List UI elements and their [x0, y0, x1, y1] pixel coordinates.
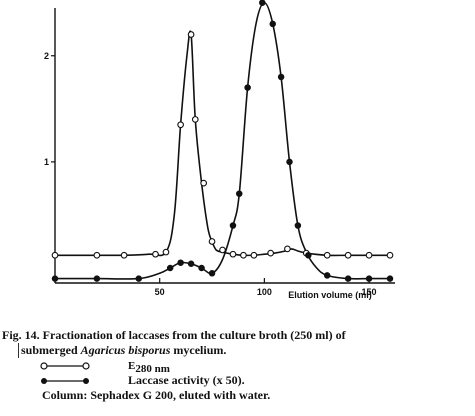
open-circle-point — [200, 179, 208, 187]
filled-circle-point — [269, 20, 276, 28]
species-name: Agaricus bisporus — [80, 343, 171, 357]
x-axis-title: Elution volume (ml) — [288, 290, 372, 300]
filled-circle-point — [93, 275, 101, 282]
filled-circle-point — [386, 275, 394, 282]
x-tick-label: 150 — [362, 287, 377, 297]
filled-circle-point — [177, 259, 184, 266]
filled-circle-point — [323, 272, 331, 279]
chart: 50 100 150 1 2 Elution volume (ml) — [44, 0, 395, 300]
open-circle-point — [344, 251, 352, 259]
open-circle-point — [250, 251, 258, 259]
legend-item-laccase: Laccase activity (x 50). — [2, 373, 472, 388]
open-circle-point — [51, 251, 59, 259]
filled-circle-point — [187, 260, 195, 268]
legend-label-e280: E280 nm — [128, 358, 170, 375]
filled-circle-point — [277, 73, 285, 81]
open-circle-point — [187, 31, 195, 38]
e-symbol: E — [128, 360, 136, 372]
open-circle-point — [177, 121, 184, 129]
open-circle-point — [284, 245, 291, 253]
series-line-1 — [55, 1, 390, 280]
open-circle-point — [386, 251, 394, 259]
open-circle-point — [120, 251, 128, 259]
filled-circle-point — [305, 252, 312, 259]
series-line-0 — [54, 30, 390, 257]
y-tick-label: 1 — [44, 157, 49, 167]
caption-column: Column: Sephadex G 200, eluted with wate… — [42, 388, 271, 402]
open-circle-point — [365, 251, 373, 259]
series-markers — [51, 0, 394, 282]
filled-circle-point — [344, 275, 352, 282]
filled-circle-point — [294, 222, 302, 229]
series-lines — [54, 1, 390, 280]
open-circle-point — [219, 246, 226, 254]
caption-line-1: Fig. 14. Fractionation of laccases from … — [2, 328, 346, 342]
legend-item-e280: E280 nm — [2, 358, 472, 375]
open-circle-point — [267, 249, 275, 257]
filled-circle-point — [259, 0, 266, 6]
filled-circle-point — [244, 84, 251, 91]
x-tick-label: 100 — [257, 287, 272, 297]
caption-suffix: mycelium. — [170, 343, 227, 357]
x-tick-label: 50 — [155, 287, 165, 297]
filled-circle-point — [208, 270, 216, 277]
open-circle-point — [152, 250, 159, 258]
open-circle-point — [191, 116, 199, 123]
open-circle-point — [93, 251, 101, 259]
open-circle-point — [208, 238, 216, 245]
y-tick-label: 2 — [44, 51, 49, 61]
open-circle-line-icon — [40, 362, 90, 370]
open-circle-point — [229, 250, 237, 258]
open-circle-point — [323, 251, 331, 259]
filled-circle-point — [236, 190, 243, 197]
filled-circle-point — [229, 222, 237, 229]
legend-label-laccase: Laccase activity (x 50). — [128, 373, 245, 387]
filled-circle-line-icon — [41, 378, 89, 384]
filled-circle-point — [365, 275, 373, 282]
open-circle-point — [162, 248, 170, 256]
filled-circle-point — [166, 264, 174, 272]
filled-circle-point — [286, 158, 293, 166]
open-circle-point — [240, 251, 247, 259]
filled-circle-point — [135, 275, 143, 282]
filled-circle-point — [51, 275, 59, 282]
caption-prefix: submerged — [21, 343, 81, 357]
figure-caption: Fig. 14. Fractionation of laccases from … — [2, 328, 472, 403]
e-subscript: 280 nm — [135, 363, 170, 375]
caption-line-2: submerged Agaricus bisporus mycelium. — [18, 343, 472, 358]
filled-circle-point — [198, 264, 205, 272]
